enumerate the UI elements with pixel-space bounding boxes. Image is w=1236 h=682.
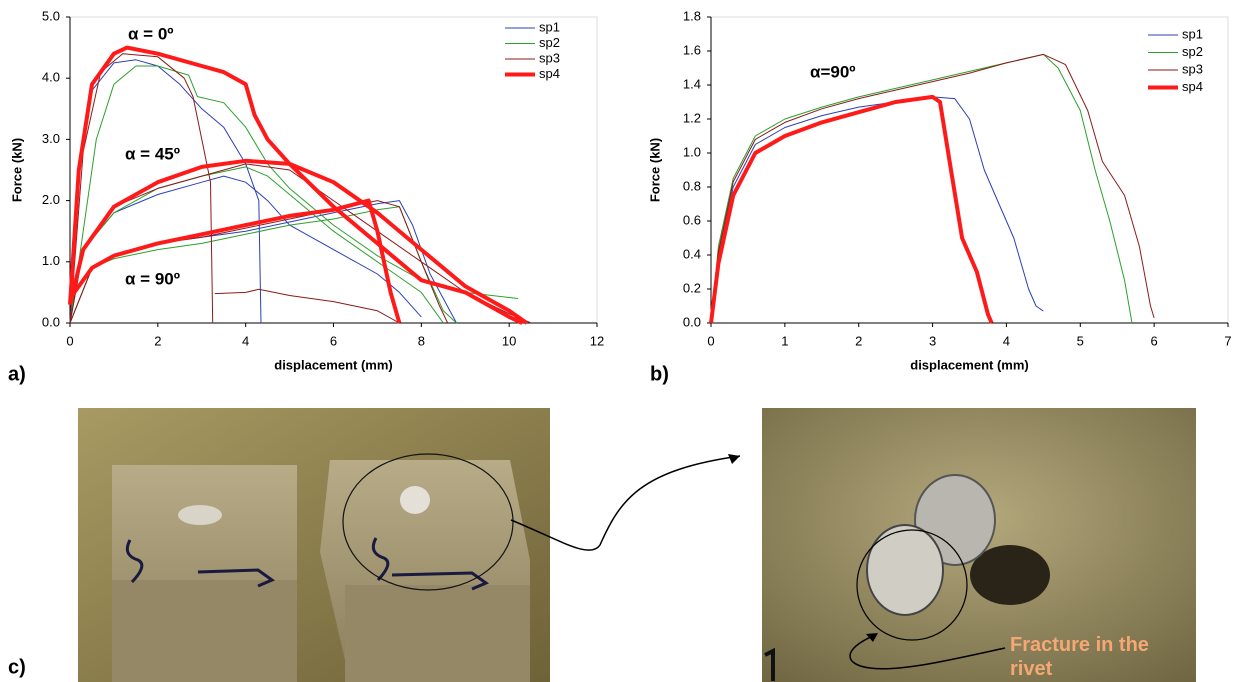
x-tick-label: 0 <box>707 333 714 348</box>
legend-label: sp3 <box>1182 61 1203 76</box>
y-tick-label: 4.0 <box>42 70 60 85</box>
x-tick-label: 7 <box>1224 333 1231 348</box>
x-tick-label: 8 <box>418 333 425 348</box>
panel-label: c) <box>8 656 26 678</box>
x-tick-label: 2 <box>154 333 161 348</box>
x-tick-label: 5 <box>1077 333 1084 348</box>
y-tick-label: 3.0 <box>42 131 60 146</box>
panel-label: a) <box>8 363 26 385</box>
x-tick-label: 4 <box>1003 333 1010 348</box>
x-tick-label: 10 <box>502 333 516 348</box>
y-tick-label: 0.6 <box>683 212 701 227</box>
x-tick-label: 6 <box>1151 333 1158 348</box>
x-axis-label: displacement (mm) <box>274 357 392 372</box>
y-tick-label: 1.0 <box>683 144 701 159</box>
y-tick-label: 1.6 <box>683 42 701 57</box>
legend-label: sp1 <box>1182 26 1203 41</box>
annotation: α = 0º <box>128 24 174 43</box>
series-line <box>710 53 1155 324</box>
annotation: α=90º <box>810 62 856 81</box>
x-tick-label: 3 <box>929 333 936 348</box>
series-line <box>68 45 528 325</box>
photo-caption: Fracture in the rivet <box>1010 634 1149 680</box>
panel-label: b) <box>650 363 669 385</box>
x-tick-label: 0 <box>66 333 73 348</box>
y-tick-label: 0.8 <box>683 178 701 193</box>
annotation: α = 45º <box>125 144 180 163</box>
y-tick-label: 0.0 <box>683 314 701 329</box>
y-tick-label: 1.0 <box>42 253 60 268</box>
series-line <box>710 53 1133 324</box>
x-tick-label: 2 <box>855 333 862 348</box>
annotation: α = 90º <box>125 269 180 288</box>
x-tick-label: 4 <box>242 333 249 348</box>
photo-rivet <box>762 408 1196 682</box>
plot-frame <box>710 16 1229 324</box>
y-tick-label: 0.2 <box>683 280 701 295</box>
legend-label: sp2 <box>539 35 560 50</box>
x-tick-label: 6 <box>330 333 337 348</box>
y-tick-label: 0.4 <box>683 246 701 261</box>
series-line <box>710 96 1044 324</box>
legend-label: sp4 <box>539 66 560 81</box>
legend-label: sp4 <box>1182 79 1203 94</box>
y-axis-label: Force (kN) <box>9 138 24 202</box>
legend-label: sp1 <box>539 19 560 34</box>
y-tick-label: 1.8 <box>683 8 701 23</box>
photo-specimens <box>78 408 741 682</box>
y-tick-label: 1.2 <box>683 110 701 125</box>
x-tick-label: 12 <box>590 333 604 348</box>
series-line <box>69 53 532 324</box>
x-tick-label: 1 <box>781 333 788 348</box>
y-tick-label: 2.0 <box>42 192 60 207</box>
series-line <box>709 94 994 324</box>
legend-label: sp2 <box>1182 44 1203 59</box>
y-axis-label: Force (kN) <box>647 138 662 202</box>
y-tick-label: 0.0 <box>42 314 60 329</box>
y-tick-label: 5.0 <box>42 8 60 23</box>
y-tick-label: 1.4 <box>683 76 701 91</box>
legend-label: sp3 <box>539 50 560 65</box>
x-axis-label: displacement (mm) <box>910 357 1028 372</box>
